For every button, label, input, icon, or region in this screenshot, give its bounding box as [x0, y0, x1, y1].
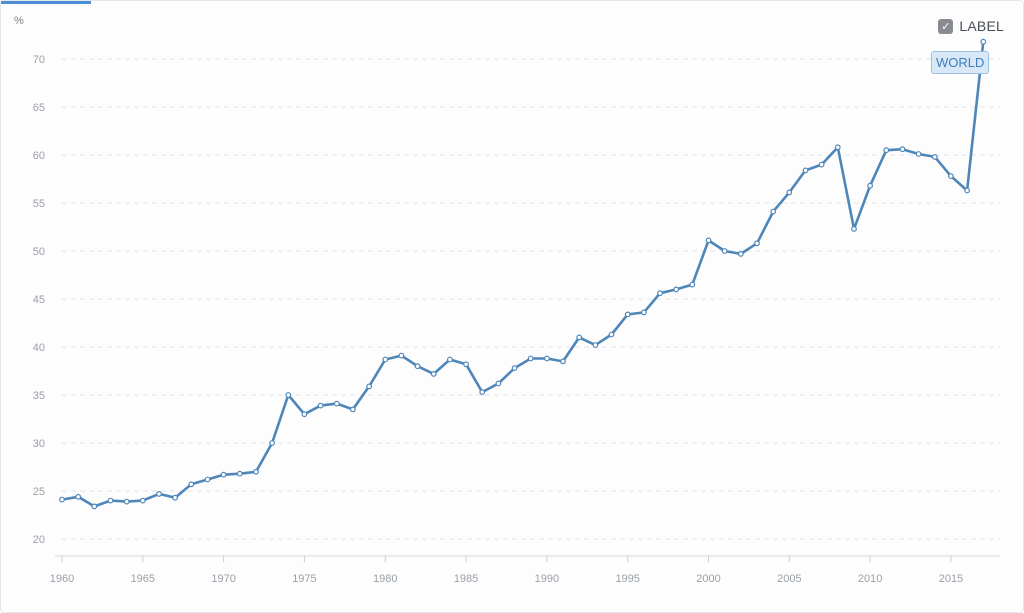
data-point-2012 [899, 146, 906, 153]
data-point-1992 [576, 334, 583, 341]
data-point-1988 [511, 365, 518, 372]
data-point-1986 [479, 389, 486, 396]
data-point-2005 [786, 189, 793, 196]
data-point-1961 [75, 493, 82, 500]
data-point-1974 [285, 392, 292, 398]
label-toggle[interactable]: ✓ LABEL [938, 18, 1004, 34]
data-point-1962 [91, 503, 98, 510]
data-point-2002 [737, 250, 744, 257]
data-point-1980 [382, 356, 389, 363]
tab-indicator [1, 1, 91, 4]
data-point-1965 [139, 497, 146, 504]
y-tick-label: 20 [33, 534, 45, 546]
data-point-1989 [527, 355, 534, 362]
data-point-2011 [883, 147, 890, 154]
x-tick-label: 2010 [858, 573, 882, 585]
data-point-1985 [463, 361, 470, 368]
data-point-2006 [802, 167, 809, 174]
data-point-1976 [317, 402, 324, 409]
x-tick-label: 1980 [373, 573, 397, 585]
x-tick-label: 2000 [696, 573, 720, 585]
y-tick-label: 40 [33, 342, 45, 354]
y-tick-label: 55 [33, 198, 45, 210]
data-point-1991 [560, 358, 566, 365]
data-point-1972 [253, 468, 259, 475]
data-point-1964 [123, 498, 130, 505]
data-point-1963 [107, 497, 114, 504]
data-point-1977 [333, 400, 340, 407]
data-point-1966 [156, 491, 162, 497]
x-tick-label: 2015 [939, 573, 963, 585]
series-line-world [61, 41, 985, 508]
data-point-1987 [495, 380, 502, 387]
data-point-1981 [398, 352, 405, 359]
y-tick-label: 60 [33, 150, 45, 162]
data-point-1983 [430, 371, 437, 377]
data-point-1998 [673, 286, 680, 293]
data-point-2017 [980, 38, 987, 45]
data-point-2013 [915, 151, 922, 157]
x-tick-label: 1960 [50, 573, 74, 585]
data-point-1979 [366, 383, 373, 390]
y-tick-label: 45 [33, 294, 45, 306]
data-point-2016 [964, 187, 970, 194]
x-tick-label: 1975 [292, 573, 316, 585]
data-point-1973 [269, 440, 276, 446]
data-point-2004 [770, 208, 777, 215]
data-point-1993 [592, 342, 599, 349]
data-point-1996 [641, 309, 647, 316]
data-point-2003 [754, 240, 760, 247]
data-point-1995 [624, 311, 631, 318]
data-point-2007 [818, 161, 825, 168]
x-tick-label: 1970 [211, 573, 235, 585]
data-point-2008 [834, 144, 841, 151]
data-point-1975 [301, 411, 308, 418]
data-point-2001 [721, 248, 728, 254]
data-point-1967 [172, 494, 179, 501]
x-tick-label: 1990 [535, 573, 559, 585]
y-tick-label: 70 [33, 54, 45, 66]
x-tick-label: 1985 [454, 573, 478, 585]
data-point-1968 [188, 481, 195, 488]
x-tick-label: 1995 [615, 573, 639, 585]
data-point-1970 [220, 471, 227, 478]
data-point-1990 [544, 355, 550, 362]
x-tick-label: 2005 [777, 573, 801, 585]
y-axis-unit: % [14, 15, 24, 27]
data-point-1982 [414, 363, 421, 370]
data-point-2015 [948, 173, 954, 180]
x-tick-label: 1965 [131, 573, 155, 585]
data-point-1994 [608, 331, 615, 338]
data-point-1969 [204, 476, 211, 483]
data-point-2000 [705, 237, 712, 244]
data-point-1999 [689, 281, 696, 288]
data-point-1971 [236, 470, 243, 477]
data-point-1984 [447, 356, 453, 363]
y-tick-label: 50 [33, 246, 45, 258]
data-point-1960 [59, 496, 65, 503]
data-point-1997 [657, 290, 663, 297]
series-label-world: WORLD [931, 51, 990, 74]
y-tick-label: 30 [33, 438, 45, 450]
data-point-2009 [851, 225, 857, 232]
label-toggle-text: LABEL [959, 18, 1004, 34]
data-point-2014 [931, 153, 938, 160]
y-tick-label: 25 [33, 486, 45, 498]
y-tick-label: 65 [33, 102, 45, 114]
data-point-1978 [350, 406, 356, 413]
y-tick-label: 35 [33, 390, 45, 402]
check-icon[interactable]: ✓ [938, 18, 954, 34]
data-point-2010 [867, 182, 873, 189]
